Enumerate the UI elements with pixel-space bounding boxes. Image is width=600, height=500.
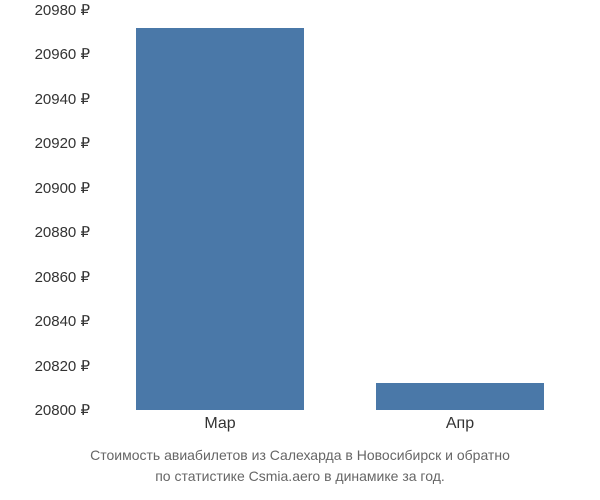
caption-line-2: по статистике Csmia.aero в динамике за г… [0, 466, 600, 487]
y-tick-label: 20880 ₽ [0, 223, 90, 241]
chart-caption: Стоимость авиабилетов из Салехарда в Нов… [0, 445, 600, 487]
x-axis: Мар Апр [100, 415, 580, 440]
y-tick-label: 20940 ₽ [0, 90, 90, 108]
y-tick-label: 20800 ₽ [0, 401, 90, 419]
bar [376, 383, 544, 410]
bar [136, 28, 304, 410]
y-tick-label: 20900 ₽ [0, 179, 90, 197]
y-tick-label: 20860 ₽ [0, 268, 90, 286]
y-tick-label: 20840 ₽ [0, 312, 90, 330]
y-tick-label: 20820 ₽ [0, 357, 90, 375]
price-chart: 20800 ₽ 20820 ₽ 20840 ₽ 20860 ₽ 20880 ₽ 20900… [0, 0, 600, 430]
x-tick-label: Мар [204, 415, 235, 433]
plot-area [100, 10, 580, 410]
y-tick-label: 20980 ₽ [0, 1, 90, 19]
caption-line-1: Стоимость авиабилетов из Салехарда в Нов… [0, 445, 600, 466]
y-tick-label: 20920 ₽ [0, 134, 90, 152]
x-tick-label: Апр [446, 415, 474, 433]
y-tick-label: 20960 ₽ [0, 45, 90, 63]
y-axis: 20800 ₽20820 ₽20840 ₽20860 ₽20880 ₽20900… [0, 10, 95, 410]
